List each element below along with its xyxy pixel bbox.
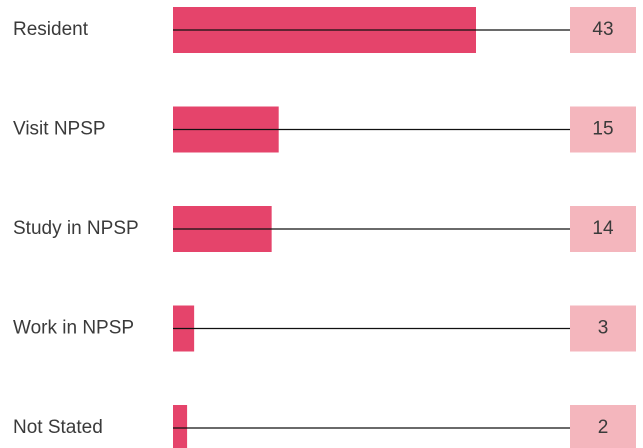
bar	[173, 405, 188, 448]
category-label: Visit NPSP	[13, 119, 106, 140]
value-box	[570, 405, 636, 448]
value-label: 2	[598, 417, 609, 438]
value-box	[570, 305, 636, 352]
category-label: Not Stated	[13, 417, 103, 438]
value-label: 14	[592, 218, 614, 239]
value-label: 15	[592, 119, 613, 140]
value-label: 43	[592, 19, 613, 40]
category-label: Study in NPSP	[13, 218, 139, 239]
value-box	[570, 106, 636, 153]
value-box	[570, 7, 636, 53]
value-box	[570, 206, 636, 252]
category-label: Resident	[13, 19, 89, 40]
category-label: Work in NPSP	[13, 318, 134, 339]
value-label: 3	[598, 318, 609, 339]
